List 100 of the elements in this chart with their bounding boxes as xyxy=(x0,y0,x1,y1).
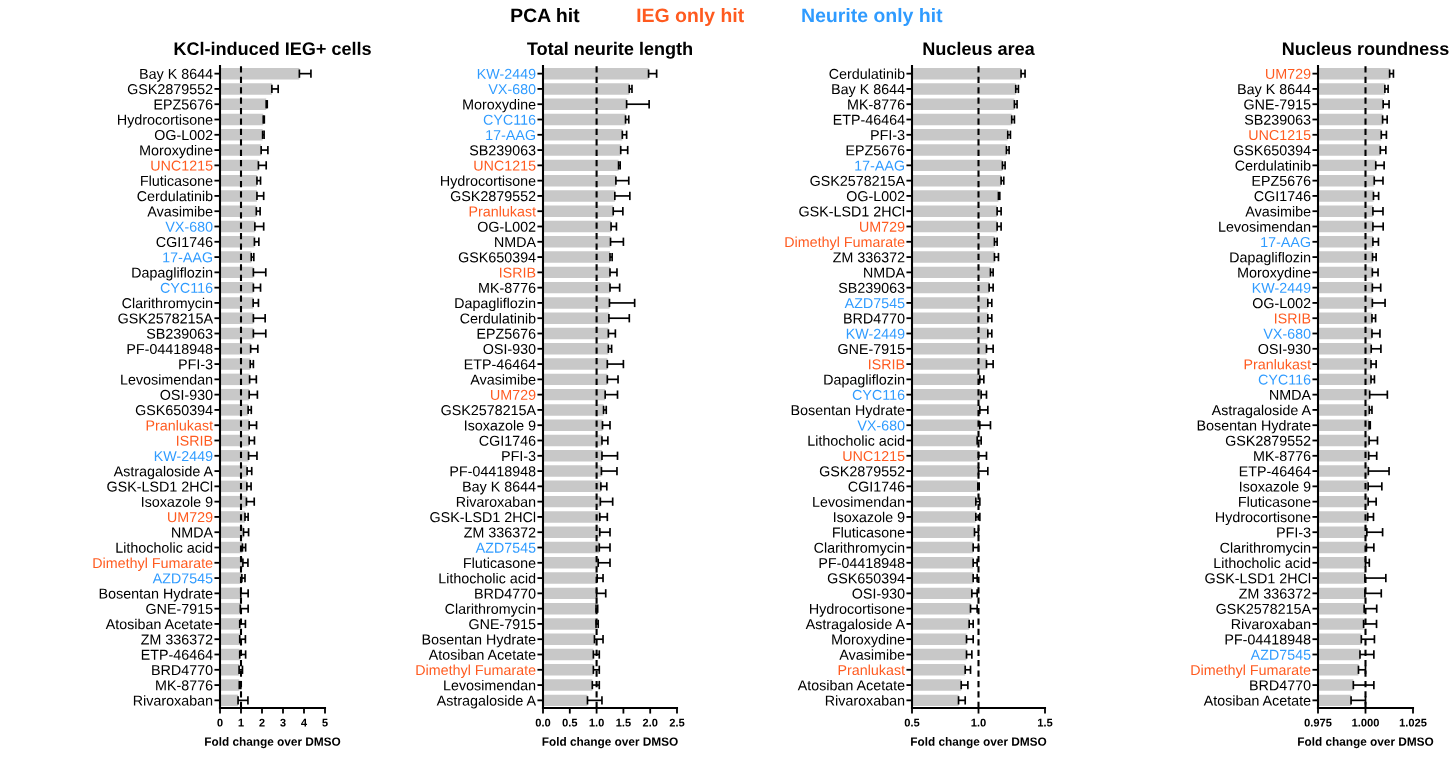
y-tick-label: VX-680 xyxy=(488,84,536,95)
y-tick-label: SB239063 xyxy=(146,328,213,339)
y-tick-label: ETP-46464 xyxy=(833,114,905,125)
bar xyxy=(220,312,254,324)
bar xyxy=(543,633,595,645)
y-tick-label: PF-04418948 xyxy=(1225,634,1311,645)
y-tick-label: Moroxydine xyxy=(140,144,213,159)
y-tick-label: AZD7545 xyxy=(844,298,905,309)
y-tick-label: CYC116 xyxy=(852,389,905,400)
bar xyxy=(543,190,615,202)
y-tick-label: AZD7545 xyxy=(152,573,213,584)
y-tick-label: GSK2578215A xyxy=(118,313,214,324)
bar xyxy=(220,694,239,707)
y-tick-label: CGI1746 xyxy=(479,435,536,446)
bar xyxy=(543,205,614,217)
y-tick-label: 17-AAG xyxy=(1261,236,1310,248)
bar xyxy=(220,679,240,691)
y-tick-label: GSK2578215A xyxy=(810,175,906,186)
bar xyxy=(220,251,252,263)
y-tick-label: GNE-7915 xyxy=(1244,99,1311,110)
bar xyxy=(543,312,609,324)
y-tick-label: PF-04418948 xyxy=(127,343,213,355)
y-tick-label: Levosimendan xyxy=(121,374,213,385)
bar xyxy=(543,98,627,110)
y-tick-label: AZD7545 xyxy=(475,542,536,553)
y-tick-label: GSK650394 xyxy=(135,405,213,416)
y-tick-label: GNE-7915 xyxy=(469,619,536,630)
y-tick-label: PF-04418948 xyxy=(819,557,905,569)
y-tick-label: Atosiban Acetate xyxy=(797,679,905,691)
y-tick-label: GSK650394 xyxy=(458,252,536,263)
y-tick-label: BRD4770 xyxy=(152,664,213,676)
bar xyxy=(220,129,263,141)
x-tick-label: 1.0 xyxy=(971,718,986,727)
y-tick-label: ZM 336372 xyxy=(1239,588,1311,599)
y-tick-label: OG-L002 xyxy=(846,191,905,202)
y-tick-label: Atosiban Acetate xyxy=(1203,695,1311,706)
bar xyxy=(543,266,610,279)
y-tick-label: Isoxazole 9 xyxy=(465,420,536,431)
bar xyxy=(220,419,250,431)
y-tick-label: GSK-LSD1 2HCl xyxy=(430,511,536,523)
y-tick-label: UNC1215 xyxy=(474,160,536,171)
y-tick-label: UM729 xyxy=(860,221,905,232)
y-tick-label: Moroxydine xyxy=(1238,267,1311,281)
y-tick-label: GSK2879552 xyxy=(1225,435,1311,446)
y-tick-label: GNE-7915 xyxy=(146,603,213,614)
y-tick-label: ETP-46464 xyxy=(1239,466,1311,477)
y-tick-label: VX-680 xyxy=(857,420,905,431)
bar xyxy=(543,495,601,508)
bar xyxy=(220,159,259,172)
bar xyxy=(543,694,588,707)
y-tick-label: Dimethyl Fumarate xyxy=(1191,664,1311,678)
y-tick-label: Lithocholic acid xyxy=(439,572,536,584)
y-tick-label: Avasimibe xyxy=(839,649,905,660)
y-tick-label: Astragaloside A xyxy=(113,465,214,480)
x-axis-title: Fold change over DMSO xyxy=(542,737,678,749)
y-tick-label: UM729 xyxy=(1266,68,1311,79)
y-tick-label: Bosentan Hydrate xyxy=(791,404,905,419)
x-tick-label: 0.5 xyxy=(562,718,578,727)
y-tick-label: GSK2578215A xyxy=(441,405,537,416)
y-tick-label: Dimethyl Fumarate xyxy=(93,557,213,571)
x-tick-label: 0.5 xyxy=(904,718,920,727)
x-tick-label: 1.5 xyxy=(1037,718,1053,727)
y-tick-label: NMDA xyxy=(1270,389,1312,400)
x-axis-title: Fold change over DMSO xyxy=(911,737,1047,749)
y-tick-label: Bosentan Hydrate xyxy=(1197,420,1311,434)
y-tick-label: Isoxazole 9 xyxy=(142,496,213,507)
y-tick-label: UM729 xyxy=(168,512,213,523)
x-tick-label: 1 xyxy=(238,718,244,727)
y-tick-label: BRD4770 xyxy=(1250,680,1311,691)
x-tick-label: 1.025 xyxy=(1399,718,1427,727)
y-tick-label: Hydrocortisone xyxy=(810,603,905,617)
y-tick-label: PFI-3 xyxy=(502,450,536,462)
y-tick-label: Bosentan Hydrate xyxy=(99,588,213,602)
y-tick-label: Cerdulatinib xyxy=(829,68,905,79)
y-tick-label: NMDA xyxy=(495,237,537,247)
y-tick-label: Astragaloside A xyxy=(1211,404,1312,419)
y-tick-label: VX-680 xyxy=(165,221,213,232)
y-tick-label: MK-8776 xyxy=(479,282,536,293)
y-tick-label: GSK2879552 xyxy=(127,84,213,95)
legend-label: PCA hit xyxy=(511,7,580,23)
x-tick-label: 0.0 xyxy=(535,718,551,727)
x-tick-label: 0.975 xyxy=(1304,718,1332,727)
y-tick-label: OSI-930 xyxy=(483,343,536,355)
bar xyxy=(220,572,242,584)
x-tick-label: 1.5 xyxy=(616,718,631,727)
y-tick-label: Bosentan Hydrate xyxy=(422,634,536,648)
y-tick-label: Levosimendan xyxy=(813,496,905,507)
y-tick-label: Rivaroxaban xyxy=(456,496,536,507)
bar xyxy=(220,205,257,217)
y-tick-label: OSI-930 xyxy=(1258,343,1311,355)
y-tick-label: MK-8776 xyxy=(848,99,905,110)
bar xyxy=(543,159,619,172)
y-tick-label: UNC1215 xyxy=(843,450,905,462)
bar xyxy=(543,557,599,569)
bar xyxy=(543,144,621,156)
y-tick-label: OG-L002 xyxy=(154,129,213,141)
y-tick-label: Astragaloside A xyxy=(805,618,906,633)
bar xyxy=(220,144,262,156)
y-tick-label: ZM 336372 xyxy=(833,252,905,263)
y-tick-label: SB239063 xyxy=(1244,114,1311,125)
